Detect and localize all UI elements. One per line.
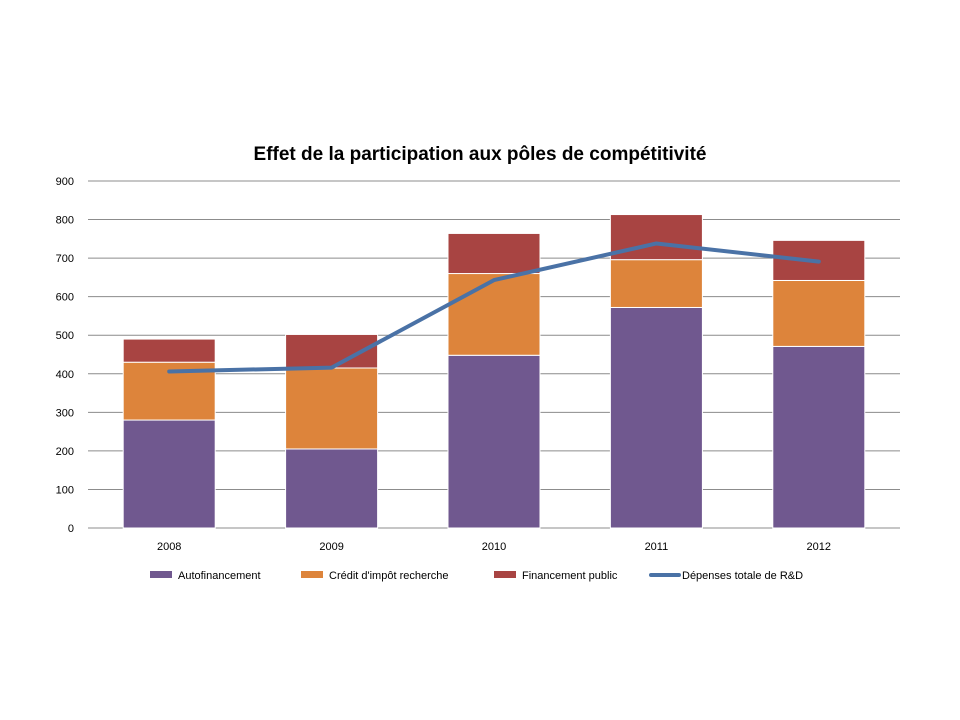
y-tick-label-0: 0 [68,523,74,535]
y-tick-label-800: 800 [56,215,74,227]
line-point-2008 [168,370,170,372]
legend: Autofinancement Crédit d'impôt recherche F… [150,570,803,582]
legend-swatch-1 [301,571,323,578]
legend-swatch-0 [150,571,172,578]
bar-2011-series-1 [609,259,703,308]
y-tick-label-100: 100 [56,484,74,496]
bar-2009-series-0 [285,448,379,529]
y-tick-label-500: 500 [56,330,74,342]
x-tick-label-2012: 2012 [807,541,831,553]
y-tick-label-200: 200 [56,446,74,458]
bar-2012-series-1 [772,279,866,347]
legend-label-1: Crédit d'impôt recherche [329,570,449,582]
x-tick-label-2008: 2008 [157,541,181,553]
y-tick-label-300: 300 [56,407,74,419]
bar-2010-series-0 [447,354,541,529]
line-point-2011 [655,242,657,244]
line-point-2012 [818,261,820,263]
line-point-2010 [493,279,495,281]
bar-2008-series-2 [122,338,216,363]
bar-2009-series-1 [285,367,379,450]
line-point-2009 [331,367,333,369]
legend-swatch-2 [494,571,516,578]
bar-2010-series-2 [447,232,541,275]
y-tick-label-600: 600 [56,292,74,304]
bar-2012-series-0 [772,345,866,529]
legend-label-2: Financement public [522,570,618,582]
bar-2008-series-0 [122,419,216,529]
chart-title: Effet de la participation aux pôles de c… [254,144,707,165]
x-tick-label-2009: 2009 [319,541,343,553]
y-tick-label-400: 400 [56,369,74,381]
y-tick-label-700: 700 [56,253,74,265]
bar-2011-series-2 [609,214,703,261]
bar-2011-series-0 [609,306,703,529]
legend-label-3: Dépenses totale de R&D [682,570,803,582]
x-axis-ticks: 2008 2009 2010 2011 2012 [157,541,831,553]
y-tick-label-900: 900 [56,176,74,188]
bars [122,214,866,529]
x-tick-label-2010: 2010 [482,541,506,553]
x-tick-label-2011: 2011 [645,541,669,553]
line-series [167,241,821,374]
bar-2010-series-1 [447,273,541,356]
legend-label-0: Autofinancement [178,570,261,582]
y-axis-ticks: 0 100 200 300 400 500 600 700 800 900 [56,176,74,535]
